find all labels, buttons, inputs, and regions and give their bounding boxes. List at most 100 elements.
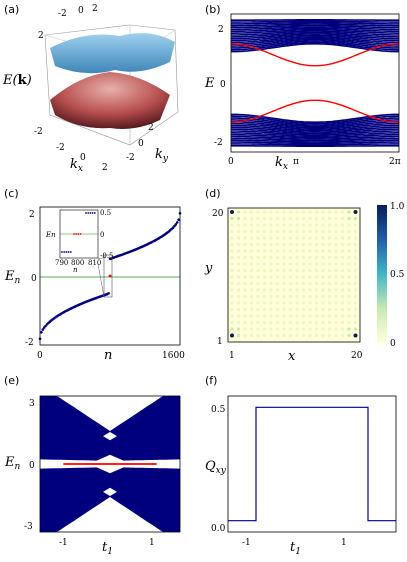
e-ytick-1: 0	[29, 461, 35, 471]
d-lattice-site	[334, 249, 337, 252]
d-lattice-site	[230, 288, 233, 291]
d-lattice-site	[269, 301, 272, 304]
d-lattice-site	[250, 308, 253, 311]
panel-f-plot	[228, 407, 396, 520]
d-lattice-site	[263, 230, 266, 233]
d-ytick-0: 20	[212, 209, 224, 219]
d-lattice-site	[289, 230, 292, 233]
d-lattice-site	[263, 327, 266, 330]
d-lattice-site	[230, 308, 233, 311]
d-xtick-1: 20	[351, 351, 363, 361]
d-lattice-site	[302, 243, 305, 246]
b-ytick-1: 0	[220, 80, 226, 90]
a-top-tick-2: 2	[92, 4, 98, 14]
d-lattice-site	[282, 262, 285, 265]
d-lattice-site	[321, 230, 324, 233]
d-lattice-site	[276, 230, 279, 233]
d-lattice-site	[328, 295, 331, 298]
c-inset: En 0.5 0 -0.5 790 800 810 n	[45, 209, 114, 274]
d-lattice-site	[354, 269, 357, 272]
d-lattice-site	[334, 288, 337, 291]
d-lattice-site	[243, 223, 246, 226]
d-lattice-site	[321, 262, 324, 265]
d-lattice-site	[243, 236, 246, 239]
a-xtick-2: 2	[102, 163, 108, 173]
d-lattice-site	[256, 288, 259, 291]
d-lattice-site	[243, 308, 246, 311]
d-lattice-site	[269, 334, 272, 337]
d-lattice-site	[276, 327, 279, 330]
d-lattice-site	[269, 249, 272, 252]
d-lattice-site	[321, 321, 324, 324]
b-bulk-line	[231, 144, 399, 145]
d-lattice-site	[302, 327, 305, 330]
c-inset-point	[90, 212, 92, 214]
d-lattice-site	[347, 301, 350, 304]
d-lattice-site	[269, 256, 272, 259]
a-ztick-2: -2	[34, 127, 43, 137]
c-inset-point	[61, 251, 63, 253]
d-lattice-site	[302, 314, 305, 317]
d-lattice-site	[341, 269, 344, 272]
c-eigenvalue-point	[107, 292, 110, 295]
d-lattice-site	[243, 262, 246, 265]
d-lattice-site	[321, 256, 324, 259]
d-lattice-site	[347, 243, 350, 246]
a-ytick-0: -2	[126, 153, 135, 163]
d-lattice-site	[256, 275, 259, 278]
d-lattice-site	[269, 217, 272, 220]
d-lattice-site	[354, 236, 357, 239]
d-lattice-site	[289, 275, 292, 278]
d-lattice-site	[237, 223, 240, 226]
c-inset-xtick-0: 790	[55, 259, 68, 267]
d-lattice-site	[230, 321, 233, 324]
d-xtick-0: 1	[229, 351, 235, 361]
d-lattice-site	[276, 249, 279, 252]
d-lattice-site	[256, 262, 259, 265]
d-lattice-site	[341, 262, 344, 265]
panel-b-ylabel: E	[204, 76, 215, 91]
d-lattice-site	[295, 249, 298, 252]
c-inset-zero-point	[73, 233, 75, 235]
d-lattice-site	[243, 282, 246, 285]
d-lattice-site	[243, 230, 246, 233]
d-lattice-site	[256, 243, 259, 246]
d-lattice-site	[269, 308, 272, 311]
d-lattice-site	[230, 230, 233, 233]
d-lattice-site	[341, 288, 344, 291]
d-lattice-site	[315, 275, 318, 278]
d-lattice-site	[334, 217, 337, 220]
c-eigenvalue-point	[176, 221, 179, 224]
d-lattice-site	[289, 223, 292, 226]
d-lattice-site	[256, 282, 259, 285]
panel-e-ylabel: En	[4, 455, 21, 472]
d-lattice-site	[256, 269, 259, 272]
d-lattice-site	[334, 295, 337, 298]
d-lattice-site	[237, 308, 240, 311]
d-lattice-site	[315, 236, 318, 239]
d-colorbar	[377, 205, 387, 343]
d-lattice-site	[328, 275, 331, 278]
d-lattice-site	[321, 314, 324, 317]
d-lattice-site	[276, 262, 279, 265]
d-lattice-site	[289, 243, 292, 246]
panel-f-frame	[228, 396, 396, 532]
d-corner-peak	[230, 210, 234, 214]
panel-b-plot	[231, 20, 399, 146]
d-lattice-site	[341, 249, 344, 252]
f-quadrupole-line	[228, 407, 396, 520]
d-lattice-site	[354, 249, 357, 252]
d-lattice-site	[237, 243, 240, 246]
d-lattice-site	[328, 334, 331, 337]
d-lattice-site	[295, 321, 298, 324]
d-lattice-site	[269, 288, 272, 291]
d-lattice-site	[302, 230, 305, 233]
d-lattice-site	[250, 269, 253, 272]
panel-c-xlabel: n	[104, 348, 112, 363]
d-lattice-site	[230, 301, 233, 304]
d-lattice-site	[243, 217, 246, 220]
panel-c-ylabel: En	[4, 269, 21, 286]
d-lattice-site	[263, 308, 266, 311]
d-lattice-site	[269, 282, 272, 285]
d-lattice-site	[276, 288, 279, 291]
